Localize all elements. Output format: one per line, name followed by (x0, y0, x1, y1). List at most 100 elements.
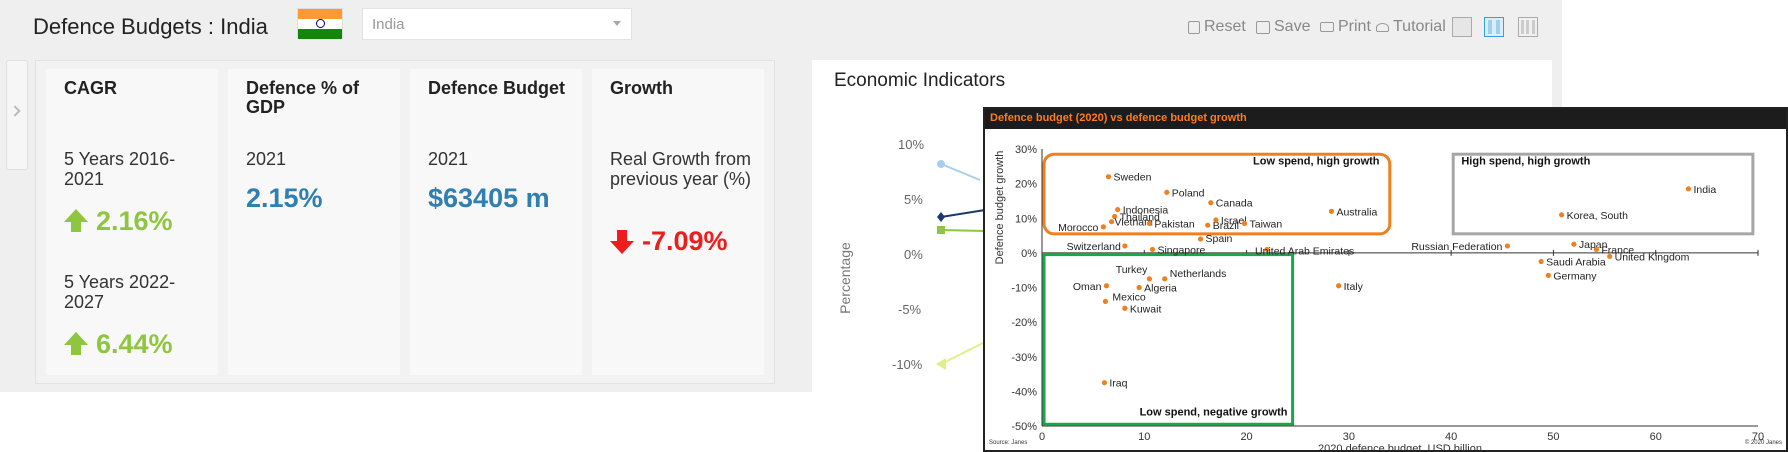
point-label: United Kingdom (1615, 251, 1690, 263)
point-label: Brazil (1213, 220, 1239, 232)
point-label: United Arab Emirates (1255, 245, 1354, 257)
point-label: India (1693, 184, 1716, 196)
point-label: Germany (1553, 270, 1597, 282)
data-point (1607, 253, 1613, 259)
growth-value: -7.09% (610, 226, 728, 257)
point-label: Korea, South (1567, 210, 1628, 222)
copyright-note: © 2020 Janes (1745, 439, 1782, 446)
growth-card: Growth Real Growth from previous year (%… (592, 69, 764, 375)
arrow-up-icon (64, 209, 88, 232)
x-tick-label: 40 (1445, 431, 1457, 443)
point-label: Indonesia (1123, 205, 1169, 217)
data-point (1545, 272, 1551, 278)
point-label: Oman (1073, 281, 1102, 293)
tutorial-button[interactable]: Tutorial (1376, 18, 1446, 36)
point-label: Russian Federation (1411, 241, 1502, 253)
data-point (1122, 243, 1128, 249)
data-point (1571, 241, 1577, 247)
cagr-value-2: 6.44% (64, 329, 173, 360)
data-point (1146, 276, 1152, 282)
gdp-value: 2.15% (246, 183, 323, 213)
data-point (1328, 208, 1335, 214)
reset-label: Reset (1204, 18, 1246, 35)
page-title: Defence Budgets : India (33, 14, 268, 39)
y-tick-label: 10% (1015, 213, 1037, 225)
x-tick-label: 70 (1752, 431, 1764, 443)
growth-desc: Real Growth from previous year (%) (610, 149, 752, 189)
point-label: Japan (1579, 239, 1608, 251)
reset-button[interactable]: Reset (1188, 18, 1246, 36)
budget-year: 2021 (428, 149, 469, 169)
region-box (1451, 152, 1755, 236)
graduation-cap-icon (1376, 22, 1389, 32)
y-tick-label: -50% (1011, 421, 1037, 433)
region-box (1042, 253, 1295, 426)
point-label: Algeria (1144, 283, 1177, 295)
data-point (1136, 284, 1142, 291)
point-label: Switzerland (1067, 241, 1121, 253)
data-point (1112, 213, 1118, 220)
data-point (1538, 258, 1544, 265)
data-point (1197, 236, 1204, 242)
point-label: Netherlands (1170, 268, 1227, 280)
tutorial-label: Tutorial (1393, 18, 1446, 35)
point-label: Spain (1206, 233, 1233, 245)
data-point (1100, 224, 1106, 230)
region-box (1042, 152, 1392, 236)
point-label: Iraq (1109, 378, 1127, 390)
data-point (1205, 222, 1211, 228)
point-label: Morocco (1058, 222, 1098, 234)
x-tick-label: 20 (1240, 431, 1252, 443)
y-axis-label: Defence budget growth (994, 151, 1006, 265)
point-label: Saudi Arabia (1546, 257, 1606, 269)
econ-series-point-4 (936, 358, 946, 370)
data-point (1336, 283, 1342, 289)
economic-y-axis-label: Percentage (837, 242, 853, 314)
trash-icon (1188, 20, 1200, 34)
print-label: Print (1338, 18, 1371, 35)
data-point (1101, 380, 1107, 386)
data-point (1105, 174, 1112, 180)
data-point (1685, 186, 1692, 192)
point-label: Pakistan (1154, 218, 1194, 230)
layout-two-column-button[interactable] (1484, 17, 1504, 37)
layout-three-column-button[interactable] (1518, 17, 1538, 37)
x-tick-label: 30 (1343, 431, 1355, 443)
layout-single-button[interactable] (1452, 17, 1472, 37)
country-select-value: India (372, 16, 405, 33)
region-label: Low spend, negative growth (1140, 407, 1288, 419)
scatter-chart-overlay: Defence budget (2020) vs defence budget … (983, 107, 1788, 452)
y-tick-label: 20% (1015, 179, 1037, 191)
econ-y-tick: -10% (892, 357, 923, 372)
point-label: Vietnam (1115, 217, 1154, 229)
y-tick-label: -40% (1011, 386, 1037, 398)
y-tick-label: 0% (1021, 248, 1037, 260)
x-tick-label: 0 (1039, 431, 1045, 443)
data-point (1115, 206, 1121, 213)
data-point (1122, 305, 1128, 311)
point-label: Turkey (1116, 264, 1148, 276)
point-label: Sweden (1113, 172, 1151, 184)
econ-series-point-1 (937, 160, 945, 168)
data-point (1213, 217, 1219, 223)
data-point (1108, 219, 1115, 225)
sidebar-toggle[interactable] (6, 60, 28, 170)
data-point (1264, 246, 1270, 253)
chevron-down-icon (613, 21, 621, 26)
point-label: Italy (1344, 281, 1364, 293)
defence-budget-card: Defence Budget 2021 $63405 m (410, 69, 582, 375)
cagr-period-2: 5 Years 2022-2027 (64, 272, 176, 312)
data-point (1504, 243, 1510, 249)
cagr-period-1: 5 Years 2016-2021 (64, 149, 176, 189)
point-label: Kuwait (1130, 303, 1162, 315)
source-note: Source: Janes (989, 440, 1027, 446)
data-point (1164, 189, 1170, 195)
econ-y-tick: 5% (904, 192, 923, 207)
save-button[interactable]: Save (1256, 18, 1310, 36)
cagr-card: CAGR 5 Years 2016-2021 2.16% 5 Years 202… (46, 69, 218, 375)
econ-series-line-3 (940, 229, 986, 232)
point-label: France (1601, 244, 1634, 256)
country-select[interactable]: India (362, 8, 632, 40)
economic-indicators-title: Economic Indicators (834, 70, 1006, 91)
print-button[interactable]: Print (1320, 18, 1371, 36)
